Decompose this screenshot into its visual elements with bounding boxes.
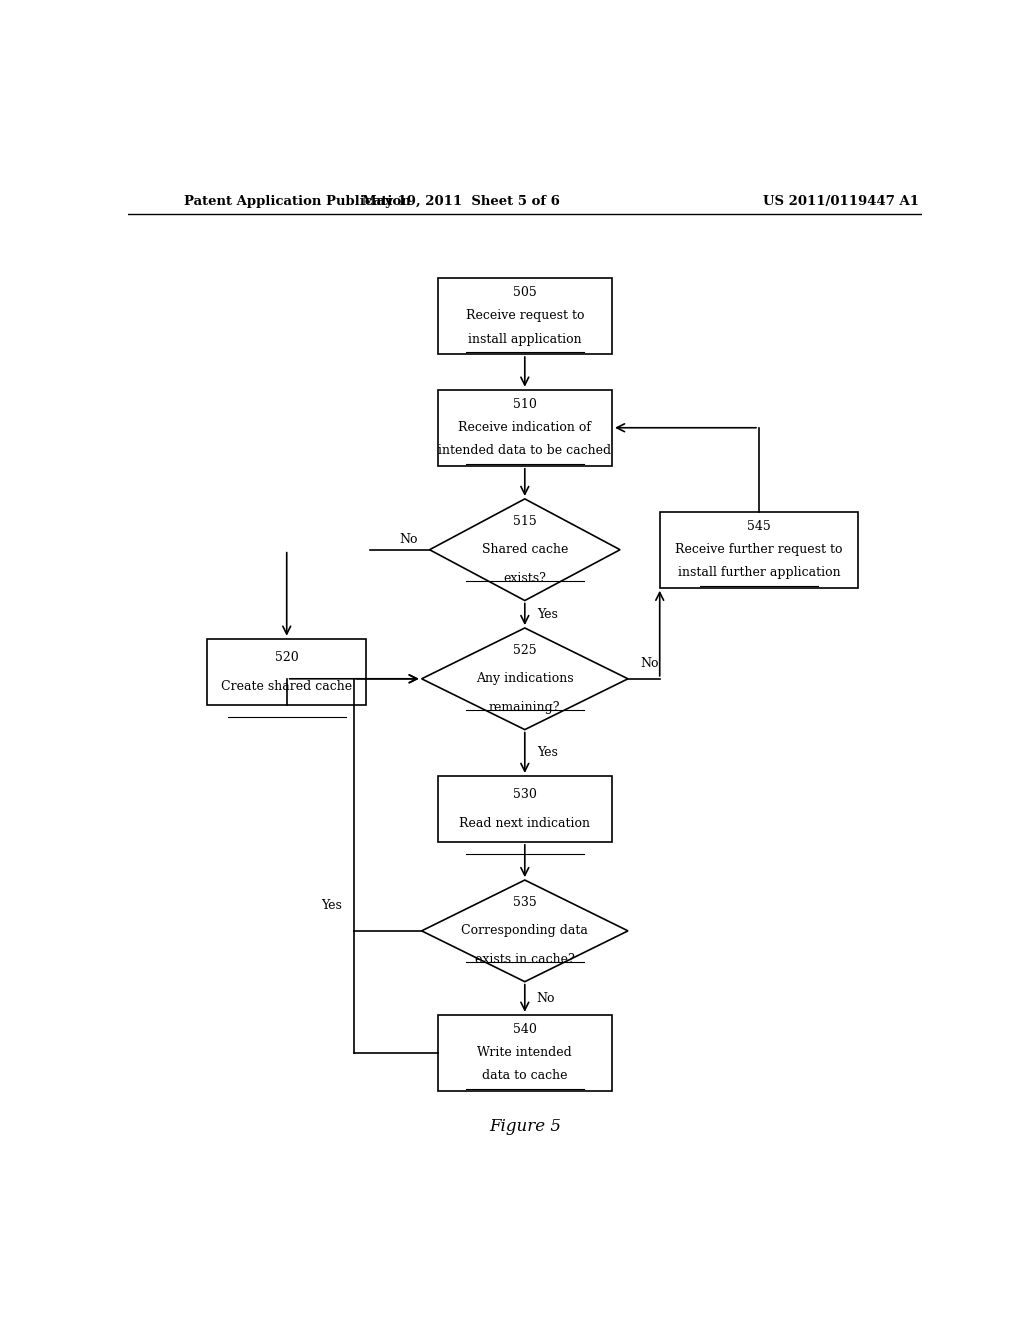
- Text: Figure 5: Figure 5: [488, 1118, 561, 1134]
- Text: US 2011/0119447 A1: US 2011/0119447 A1: [763, 194, 919, 207]
- Text: Read next indication: Read next indication: [460, 817, 590, 830]
- Text: exists?: exists?: [504, 572, 546, 585]
- Polygon shape: [422, 880, 628, 982]
- Text: Any indications: Any indications: [476, 672, 573, 685]
- Bar: [437, 776, 612, 842]
- Text: Yes: Yes: [537, 607, 558, 620]
- Text: Create shared cache: Create shared cache: [221, 680, 352, 693]
- Text: 515: 515: [513, 515, 537, 528]
- Text: intended data to be cached: intended data to be cached: [438, 445, 611, 457]
- Polygon shape: [430, 499, 620, 601]
- Text: 540: 540: [513, 1023, 537, 1036]
- Text: Receive request to: Receive request to: [466, 309, 584, 322]
- Text: No: No: [640, 657, 658, 671]
- Text: Corresponding data: Corresponding data: [462, 924, 588, 937]
- Text: 505: 505: [513, 286, 537, 300]
- Text: exists in cache?: exists in cache?: [475, 953, 574, 966]
- Text: May 19, 2011  Sheet 5 of 6: May 19, 2011 Sheet 5 of 6: [362, 194, 560, 207]
- Bar: [437, 277, 612, 354]
- Text: 545: 545: [748, 520, 771, 533]
- Bar: [437, 389, 612, 466]
- Polygon shape: [422, 628, 628, 730]
- Text: Write intended: Write intended: [477, 1047, 572, 1060]
- Text: 530: 530: [513, 788, 537, 801]
- Text: 520: 520: [274, 651, 299, 664]
- Text: install further application: install further application: [678, 566, 841, 579]
- Text: 525: 525: [513, 644, 537, 657]
- Text: No: No: [537, 991, 555, 1005]
- Text: Yes: Yes: [322, 899, 342, 912]
- Text: 535: 535: [513, 896, 537, 909]
- Text: install application: install application: [468, 333, 582, 346]
- Text: data to cache: data to cache: [482, 1069, 567, 1082]
- Text: No: No: [399, 533, 418, 546]
- Text: Receive indication of: Receive indication of: [459, 421, 591, 434]
- Text: 510: 510: [513, 399, 537, 411]
- Text: remaining?: remaining?: [489, 701, 560, 714]
- Text: Yes: Yes: [537, 746, 558, 759]
- Bar: [659, 512, 858, 587]
- Text: Shared cache: Shared cache: [481, 544, 568, 556]
- Bar: [437, 1015, 612, 1090]
- Bar: [207, 639, 367, 705]
- Text: Patent Application Publication: Patent Application Publication: [183, 194, 411, 207]
- Text: Receive further request to: Receive further request to: [675, 544, 843, 556]
